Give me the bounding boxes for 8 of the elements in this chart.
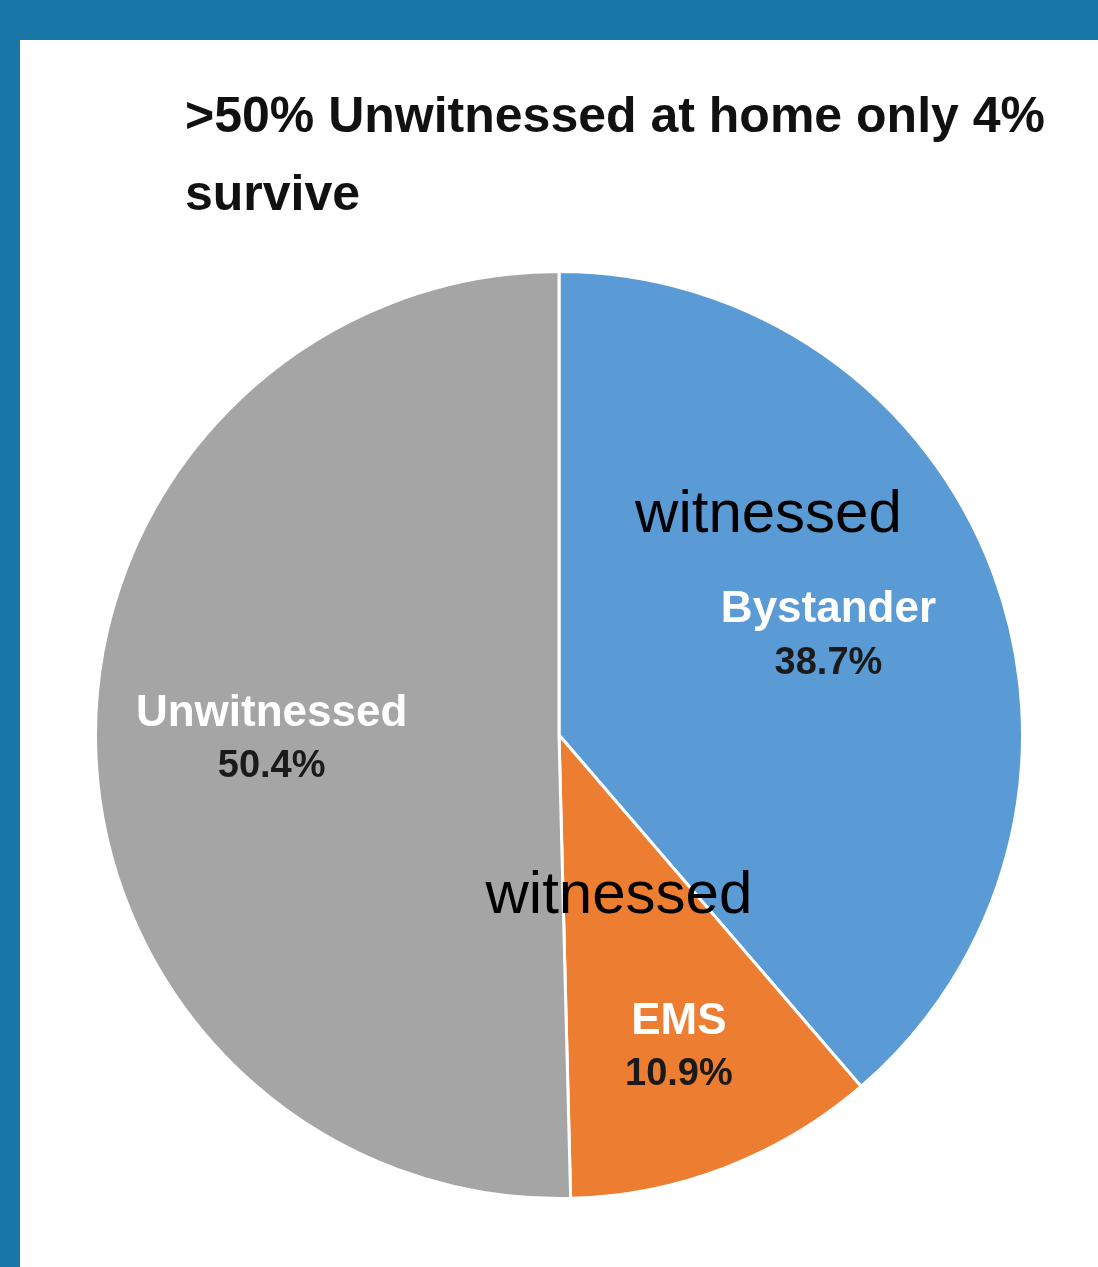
data-label: 50.4%	[217, 743, 326, 786]
slice-label: Unwitnessed	[135, 685, 408, 735]
data-label: 10.9%	[625, 1050, 733, 1093]
chart-title: >50% Unwitnessed at home only 4% survive	[185, 86, 1046, 223]
text: witnessed	[634, 477, 902, 545]
slice-label: EMS	[631, 993, 727, 1043]
slice-label: Bystander	[720, 582, 937, 632]
data-label: 38.7%	[774, 639, 883, 682]
